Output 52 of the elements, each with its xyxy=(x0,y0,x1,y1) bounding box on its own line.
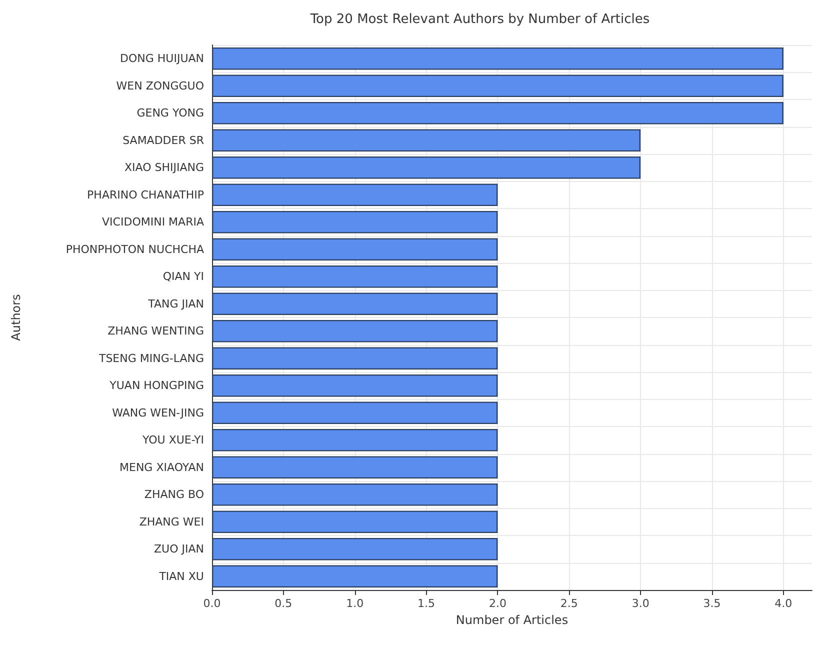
x-tick-label: 3.0 xyxy=(632,597,650,610)
y-tick-label: MENG XIAOYAN xyxy=(120,460,204,474)
chart-title: Top 20 Most Relevant Authors by Number of Articles xyxy=(309,12,650,27)
y-tick-label: TSENG MING-LANG xyxy=(98,352,204,365)
bar xyxy=(212,428,498,452)
y-tick-label: YUAN HONGPING xyxy=(108,379,204,392)
bar xyxy=(212,292,498,316)
x-tick-label: 0.5 xyxy=(274,597,292,610)
x-axis-title: Number of Articles xyxy=(456,613,568,627)
y-tick-label: YOU XUE-YI xyxy=(142,434,204,447)
bar xyxy=(212,74,784,98)
bar xyxy=(212,47,784,70)
y-tick-label: DONG HUIJUAN xyxy=(120,52,204,66)
x-tick-label: 0.0 xyxy=(203,597,221,610)
y-tick-label: QIAN YI xyxy=(162,270,204,284)
bar xyxy=(212,538,498,560)
y-tick-label: WANG WEN-JING xyxy=(112,406,204,420)
y-tick-label: WEN ZONGGUO xyxy=(116,79,204,92)
y-tick-label: TIAN XU xyxy=(158,570,204,583)
bar xyxy=(212,320,498,342)
y-tick-label: XIAO SHIJIANG xyxy=(124,161,204,174)
y-tick-label: ZHANG WENTING xyxy=(108,324,204,338)
x-tick-label: 4.0 xyxy=(774,597,792,610)
y-axis-title: Authors xyxy=(9,294,23,341)
y-tick-label: VICIDOMINI MARIA xyxy=(102,216,204,229)
x-tick-label: 2.0 xyxy=(488,597,506,610)
y-tick-label: TANG JIAN xyxy=(147,297,204,310)
y-tick-label: PHONPHOTON NUCHCHA xyxy=(66,242,204,256)
bar xyxy=(212,483,498,506)
y-tick-label: PHARINO CHANATHIP xyxy=(87,188,204,202)
x-tick-label: 1.0 xyxy=(346,597,364,610)
bar xyxy=(212,238,498,261)
bar xyxy=(212,265,498,288)
x-tick-label: 2.5 xyxy=(560,597,578,610)
y-tick-label: GENG YONG xyxy=(136,106,204,120)
bar xyxy=(212,156,641,179)
y-tick-label: ZHANG WEI xyxy=(139,515,204,528)
bar xyxy=(212,456,498,479)
bar xyxy=(212,347,498,370)
y-tick-label: SAMADDER SR xyxy=(122,134,204,147)
bar xyxy=(212,129,641,152)
bar xyxy=(212,565,498,588)
bar xyxy=(212,374,498,397)
x-tick-label: 1.5 xyxy=(418,597,436,610)
x-tick-label: 3.5 xyxy=(703,597,721,610)
bar xyxy=(212,510,498,534)
bar xyxy=(212,184,498,206)
y-tick-label: ZUO JIAN xyxy=(154,542,204,556)
bar xyxy=(212,402,498,424)
bar xyxy=(212,210,498,234)
bar xyxy=(212,102,784,124)
y-tick-label: ZHANG BO xyxy=(144,488,204,502)
